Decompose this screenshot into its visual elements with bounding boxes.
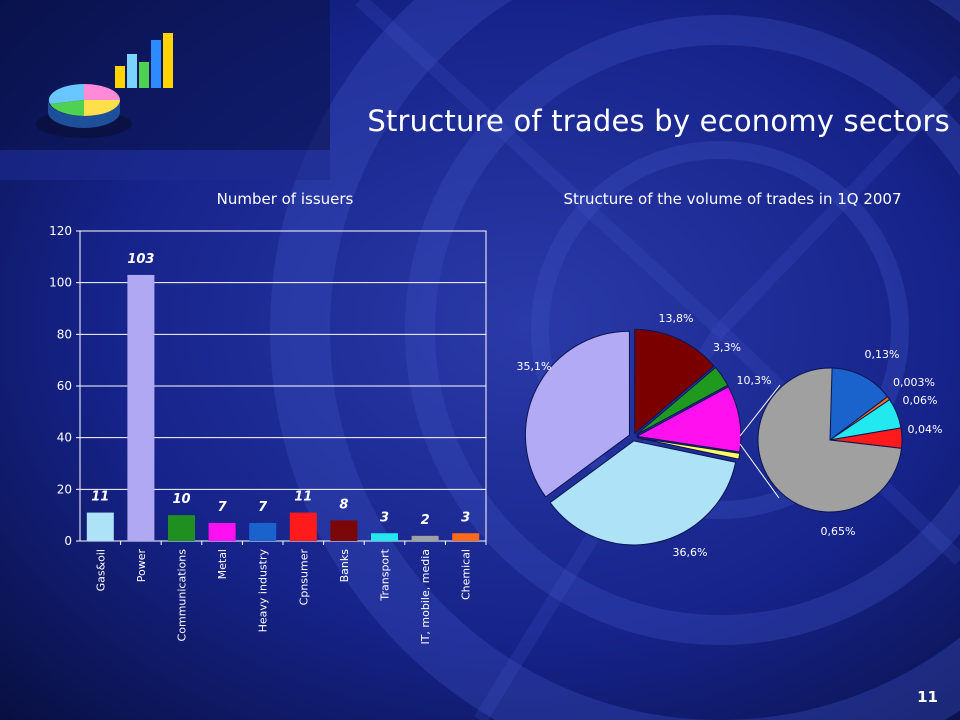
bar-data-label: 103 [127, 252, 154, 267]
y-tick-label: 20 [57, 482, 72, 496]
pie-slice [635, 386, 742, 453]
pie-slice-label: 10,3% [737, 374, 772, 387]
x-tick-label: Heavy industry [257, 549, 270, 633]
bar [452, 533, 480, 541]
connector-line [739, 384, 781, 437]
bar [208, 522, 236, 541]
breakout-pie-label: 0,06% [903, 394, 938, 407]
x-tick-label: Banks [338, 549, 351, 583]
pie-slice-label: 3,3% [713, 341, 741, 354]
pie-slice-label: 13,8% [659, 312, 694, 325]
bar [86, 512, 114, 541]
y-tick-label: 0 [64, 534, 72, 548]
bar [330, 520, 358, 541]
bar-data-label: 11 [294, 490, 312, 505]
bar-data-label: 8 [339, 497, 348, 512]
bar [371, 533, 398, 541]
pie-slice [636, 437, 741, 460]
bar-data-label: 3 [380, 510, 389, 525]
x-tick-label: Chemical [460, 549, 473, 600]
bar-chart-title: Number of issuers [216, 190, 354, 208]
breakout-pie-slice [757, 367, 903, 513]
breakout-pie-label: 0,04% [908, 423, 943, 436]
page-number: 11 [917, 688, 938, 706]
breakout-pie-label: 0,003% [893, 376, 935, 389]
breakout-pie-label: 0,65% [821, 525, 856, 538]
y-tick-label: 100 [49, 276, 72, 290]
bar [289, 512, 317, 541]
pie-slice-label: 36,6% [673, 546, 708, 559]
x-tick-label: Cpnsumer [297, 549, 310, 606]
bar-data-label: 2 [421, 513, 430, 528]
pie-slice [634, 328, 715, 435]
connector-line [739, 443, 780, 499]
pie-slice-label: 35,1% [517, 360, 552, 373]
bar-data-label: 7 [218, 500, 228, 515]
x-tick-label: Transport [379, 548, 392, 601]
x-tick-label: IT, mobile, media [419, 549, 432, 645]
bar-data-label: 10 [172, 492, 190, 507]
y-tick-label: 60 [57, 379, 72, 393]
bar [249, 522, 277, 541]
x-tick-label: Communications [176, 549, 189, 642]
bar [127, 274, 155, 541]
breakout-pie-label: 0,13% [865, 348, 900, 361]
pie-chart-title: Structure of the volume of trades in 1Q … [563, 190, 902, 208]
slide-title: Structure of trades by economy sectors [367, 104, 950, 138]
bar-data-label: 3 [461, 510, 470, 525]
pie-slice [524, 330, 630, 498]
y-tick-label: 120 [49, 224, 72, 238]
y-tick-label: 40 [57, 431, 72, 445]
bar [411, 535, 439, 541]
x-tick-label: Power [135, 549, 148, 583]
chart-logo-icon [36, 33, 173, 138]
pie-slice [635, 366, 729, 436]
bar-data-label: 11 [91, 490, 109, 505]
y-tick-label: 80 [57, 327, 72, 341]
x-tick-label: Metal [216, 549, 229, 579]
x-tick-label: Gas&oil [94, 549, 107, 591]
bar [168, 515, 195, 541]
pie-slice [549, 440, 737, 546]
bar-data-label: 7 [258, 500, 268, 515]
